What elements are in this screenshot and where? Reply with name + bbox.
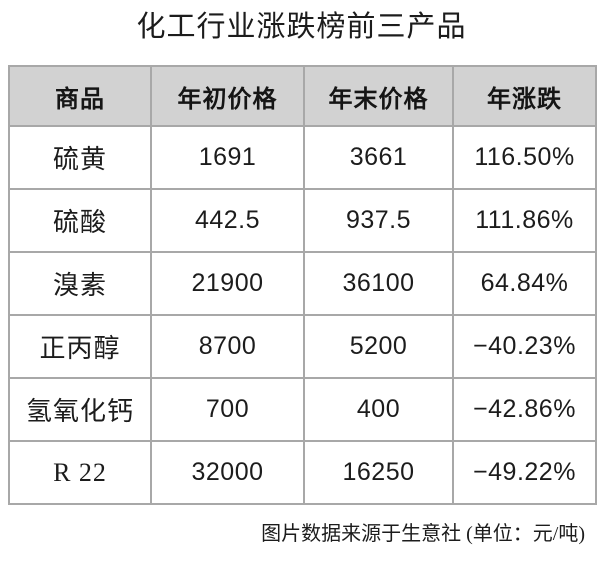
col-header-product: 商品	[8, 65, 152, 127]
end-price-cell: 36100	[303, 251, 454, 316]
table-row: 硫酸 442.5 937.5 111.86%	[8, 188, 597, 253]
end-price-cell: 937.5	[303, 188, 454, 253]
product-cell: 溴素	[8, 251, 152, 316]
table-row: 硫黄 1691 3661 116.50%	[8, 125, 597, 190]
end-price-cell: 3661	[303, 125, 454, 190]
end-price-cell: 400	[303, 377, 454, 442]
chemical-price-table-page: 化工行业涨跌榜前三产品 商品 年初价格 年末价格 年涨跌 硫黄 1691 366…	[0, 10, 603, 564]
table-row: R 22 32000 16250 −49.22%	[8, 440, 597, 505]
start-price-cell: 21900	[150, 251, 305, 316]
start-price-cell: 442.5	[150, 188, 305, 253]
page-title: 化工行业涨跌榜前三产品	[136, 11, 467, 43]
col-header-end-price: 年末价格	[303, 65, 454, 127]
change-cell: −40.23%	[452, 314, 597, 379]
end-price-cell: 5200	[303, 314, 454, 379]
col-header-start-price: 年初价格	[150, 65, 305, 127]
table-row: 溴素 21900 36100 64.84%	[8, 251, 597, 316]
col-header-annual-change: 年涨跌	[452, 65, 597, 127]
product-cell: R 22	[8, 440, 152, 505]
data-source-note: 图片数据来源于生意社 (单位：元/吨)	[261, 523, 585, 545]
table-row: 氢氧化钙 700 400 −42.86%	[8, 377, 597, 442]
start-price-cell: 8700	[150, 314, 305, 379]
change-cell: 111.86%	[452, 188, 597, 253]
table-row: 正丙醇 8700 5200 −40.23%	[8, 314, 597, 379]
price-table: 商品 年初价格 年末价格 年涨跌 硫黄 1691 3661 116.50% 硫酸…	[8, 65, 597, 505]
start-price-cell: 32000	[150, 440, 305, 505]
change-cell: 116.50%	[452, 125, 597, 190]
change-cell: −49.22%	[452, 440, 597, 505]
change-cell: 64.84%	[452, 251, 597, 316]
table-header-row: 商品 年初价格 年末价格 年涨跌	[8, 65, 597, 127]
change-cell: −42.86%	[452, 377, 597, 442]
start-price-cell: 700	[150, 377, 305, 442]
product-cell: 硫黄	[8, 125, 152, 190]
product-cell: 正丙醇	[8, 314, 152, 379]
product-cell: 氢氧化钙	[8, 377, 152, 442]
product-cell: 硫酸	[8, 188, 152, 253]
start-price-cell: 1691	[150, 125, 305, 190]
end-price-cell: 16250	[303, 440, 454, 505]
table-body: 硫黄 1691 3661 116.50% 硫酸 442.5 937.5 111.…	[8, 125, 597, 505]
